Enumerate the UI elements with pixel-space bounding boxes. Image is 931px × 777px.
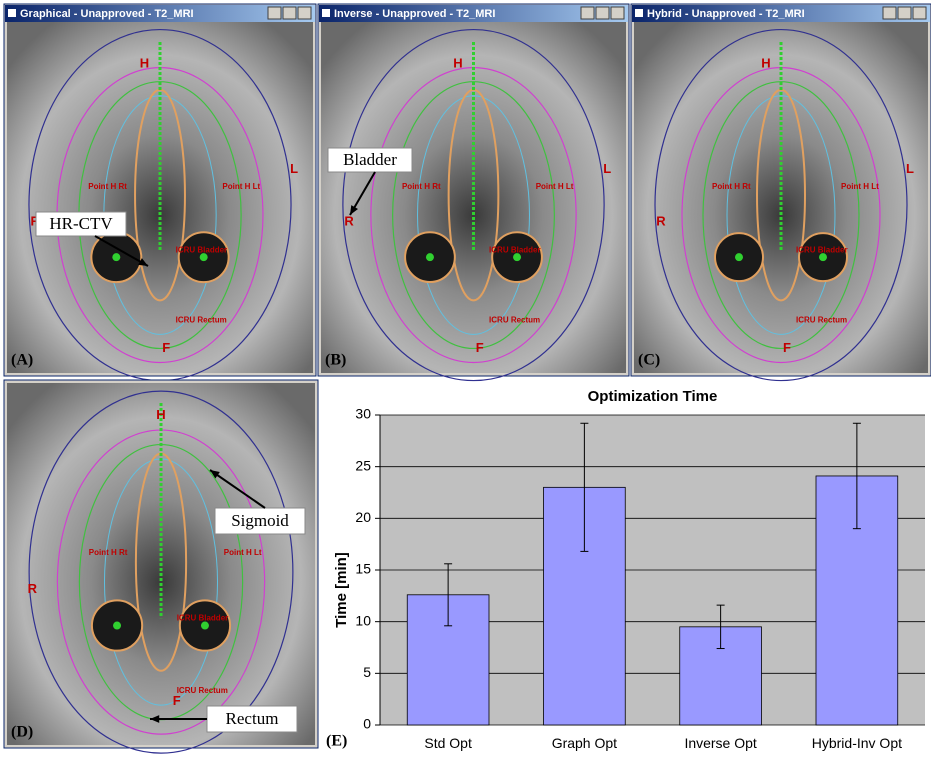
orientation-label: L xyxy=(906,161,914,176)
structure-label: ICRU Bladder xyxy=(796,245,848,254)
window-title: Hybrid - Unapproved - T2_MRI xyxy=(647,8,805,20)
figure: Graphical - Unapproved - T2_MRI H L R F Point… xyxy=(0,0,931,772)
structure-label: Point H Rt xyxy=(402,182,441,191)
annotation: Sigmoid xyxy=(231,511,289,530)
ovoid-marker xyxy=(112,253,120,261)
structure-label: Point H Lt xyxy=(841,182,879,191)
orientation-label: H xyxy=(453,56,462,71)
orientation-label: H xyxy=(156,407,165,422)
structure-label: Point H Lt xyxy=(224,548,262,557)
y-tick-label: 10 xyxy=(355,612,371,628)
orientation-label: H xyxy=(140,56,149,71)
orientation-label: F xyxy=(173,693,181,708)
window-icon xyxy=(322,9,330,17)
structure-label: ICRU Rectum xyxy=(177,686,228,695)
annotation: Rectum xyxy=(226,709,279,728)
panel-label: (C) xyxy=(638,352,660,369)
x-tick-label-box: Inverse Opt xyxy=(661,735,781,771)
window-icon xyxy=(635,9,643,17)
structure-label: ICRU Rectum xyxy=(176,315,227,324)
orientation-label: L xyxy=(290,161,298,176)
structure-label: Point H Rt xyxy=(89,548,128,557)
panel-label: (A) xyxy=(11,352,33,369)
window-button[interactable] xyxy=(283,7,296,19)
structure-label: ICRU Bladder xyxy=(177,613,229,622)
ovoid-marker xyxy=(113,622,121,630)
orientation-label: F xyxy=(162,340,170,355)
y-tick-label: 20 xyxy=(355,509,371,525)
ovoid-marker xyxy=(200,253,208,261)
window-button[interactable] xyxy=(298,7,311,19)
structure-label: Point H Rt xyxy=(712,182,751,191)
window-icon xyxy=(8,9,16,17)
y-axis-label: Time [min] xyxy=(333,552,350,628)
y-tick-label: 25 xyxy=(355,457,371,473)
annotation: HR-CTV xyxy=(49,214,113,233)
ovoid-marker xyxy=(513,253,521,261)
window-title: Inverse - Unapproved - T2_MRI xyxy=(334,8,495,20)
orientation-label: H xyxy=(761,56,770,71)
orientation-label: L xyxy=(603,161,611,176)
structure-label: ICRU Rectum xyxy=(796,315,847,324)
window-button[interactable] xyxy=(913,7,926,19)
orientation-label: R xyxy=(28,581,38,596)
structure-label: Point H Rt xyxy=(88,182,127,191)
window-button[interactable] xyxy=(883,7,896,19)
y-tick-label: 15 xyxy=(355,561,371,577)
ovoid-marker xyxy=(735,253,743,261)
x-tick-label-box: Hybrid-Inv Opt xyxy=(797,735,917,771)
orientation-label: R xyxy=(344,214,354,229)
ovoid-marker xyxy=(201,622,209,630)
panel-label: (D) xyxy=(11,724,33,741)
panel-label: (B) xyxy=(325,352,346,369)
structure-label: ICRU Rectum xyxy=(489,315,540,324)
x-tick-label-box: Graph Opt xyxy=(524,735,644,771)
x-tick-label: Hybrid-Inv Opt xyxy=(797,735,917,751)
panel-label: (E) xyxy=(326,733,347,750)
x-tick-label-box: Std Opt xyxy=(388,735,508,771)
structure-label: Point H Lt xyxy=(222,182,260,191)
structure-label: ICRU Bladder xyxy=(489,245,541,254)
orientation-label: F xyxy=(476,340,484,355)
structure-label: ICRU Bladder xyxy=(176,245,228,254)
chart-title: Optimization Time xyxy=(588,388,718,405)
orientation-label: R xyxy=(656,214,666,229)
x-tick-label: Std Opt xyxy=(388,735,508,751)
y-tick-label: 0 xyxy=(363,716,371,732)
window-button[interactable] xyxy=(268,7,281,19)
window-button[interactable] xyxy=(898,7,911,19)
window-button[interactable] xyxy=(596,7,609,19)
annotation: Bladder xyxy=(343,150,397,169)
x-tick-label: Graph Opt xyxy=(524,735,644,751)
window-button[interactable] xyxy=(581,7,594,19)
x-tick-label: Inverse Opt xyxy=(661,735,781,751)
orientation-label: F xyxy=(783,340,791,355)
window-title: Graphical - Unapproved - T2_MRI xyxy=(20,8,194,20)
y-tick-label: 5 xyxy=(363,664,371,680)
window-button[interactable] xyxy=(611,7,624,19)
structure-label: Point H Lt xyxy=(536,182,574,191)
y-tick-label: 30 xyxy=(355,406,371,422)
ovoid-marker xyxy=(426,253,434,261)
ovoid-marker xyxy=(819,253,827,261)
